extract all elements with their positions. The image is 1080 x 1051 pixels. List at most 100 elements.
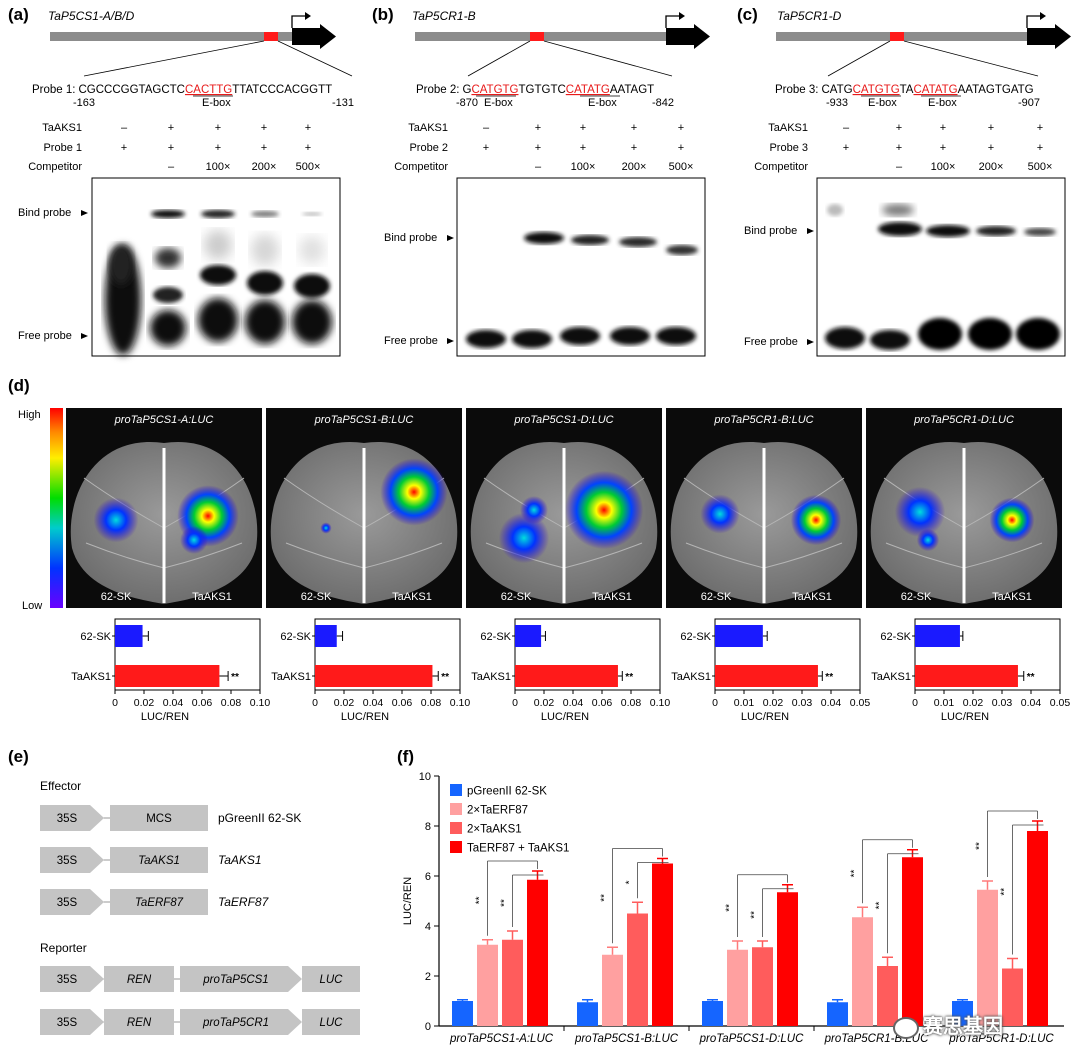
panel-a-gene-name: TaP5CS1-A/B/D [48,9,135,23]
x-tick-label: 0 [112,697,118,709]
svg-text:Free probe: Free probe [744,336,798,348]
bar [527,879,548,1026]
promoter-35s [40,847,104,873]
leaf-title: proTaP5CR1-D:LUC [913,414,1014,426]
panel-d-letter: (d) [8,376,30,395]
panel-e-letter: (e) [8,747,29,766]
tss-arrow [291,15,305,28]
luc-box-label: LUC [319,1017,343,1029]
svg-text:-933: -933 [826,97,848,109]
leaf-right-label: TaAKS1 [792,591,832,603]
category-label: 62-SK [880,631,911,643]
x-tick-label: 0.08 [621,697,642,709]
significance-mark: ** [1000,888,1011,896]
leaf-right-label: TaAKS1 [392,591,432,603]
svg-text:Probe 3: Probe 3 [769,142,808,154]
lane-value: + [896,142,902,154]
y-tick-label: 0 [425,1021,431,1033]
promoter-bar [50,32,295,41]
promoter-35s [40,805,104,831]
leaf-left-label: 62-SK [701,591,732,603]
category-label: 62-SK [280,631,311,643]
x-axis-label: LUC/REN [341,711,389,723]
reporter-construct: 35S REN proTaP5CR1 LUC [40,1009,360,1035]
bar [627,913,648,1026]
row-label: Probe 1 [43,142,82,154]
y-tick-label: 6 [425,871,431,883]
x-tick-label: 0.05 [850,697,871,709]
luminescence-spot [380,458,448,526]
significance-mark: ** [500,899,511,907]
lane-value: + [483,142,489,154]
luminescence-spot [93,497,139,543]
category-label: TaAKS1 [471,671,511,683]
luc-ren-chart: 62-SK TaAKS1 ** 0 0.02 0.04 0.06 0.08 0.10 LUC/RE… [271,618,470,723]
lane-value: + [215,142,221,154]
svg-text:Competitor: Competitor [754,161,808,173]
panel-b: (b) TaP5CR1-B Probe 2: GCATGTGTGTGTCCATAT… [372,5,710,357]
x-tick-label: 0.01 [734,697,755,709]
category-label: 62-SK [680,631,711,643]
lane-value: – [121,122,128,134]
x-tick-label: 0.03 [792,697,813,709]
leaf-divider [562,448,566,603]
probe-site [264,32,278,41]
bar [715,625,763,647]
bar [852,917,873,1026]
luc-box [302,966,360,992]
bar [115,665,220,687]
bar [977,889,998,1026]
lane-value: + [1037,122,1043,134]
significance-mark: * [625,880,636,884]
bar [902,857,923,1026]
svg-text:TaAKS1: TaAKS1 [768,122,808,134]
gel-bands [105,210,332,355]
bar [915,665,1018,687]
significance-mark: ** [850,870,861,878]
y-tick-label: 4 [425,921,431,933]
promoter-35s [40,1009,104,1035]
lane-value: + [940,122,946,134]
luminescence-spot [498,512,550,564]
effector-name: pGreenII 62-SK [218,811,301,825]
coding-box-label: MCS [146,813,172,825]
lane-value: + [168,122,174,134]
bar [827,1002,848,1026]
bar [777,892,798,1026]
legend-swatch [450,803,462,815]
lane-value: 200× [252,161,277,173]
significance-mark: ** [1027,672,1035,683]
legend-entry: 2×TaERF87 [467,805,528,817]
bar [727,949,748,1026]
reporter-construct: 35S REN proTaP5CS1 LUC [40,966,360,992]
x-tick-label: 0 [512,697,518,709]
luminescence-spot [894,486,946,538]
watermark-text: 赛思基因 [923,1014,1003,1038]
lane-value: + [1037,142,1043,154]
lane-value: + [535,122,541,134]
leaf-title: proTaP5CS1-D:LUC [513,414,613,426]
lane-value: + [261,142,267,154]
x-tick-label: 0.06 [392,697,413,709]
promoter-35s-label: 35S [57,974,78,986]
lane-value: + [678,142,684,154]
bar-group: ***proTaP5CS1-B:LUC [563,848,679,1045]
promoter-35s [40,966,104,992]
leaf-image: proTaP5CS1-D:LUC 62-SK TaAKS1 [466,408,662,608]
lane-markers: – + + + + + + + + + – 100× 200× 500× [121,122,321,173]
lane-value: + [988,122,994,134]
ren-box [104,966,174,992]
x-tick-label: 0.02 [334,697,355,709]
promoter-35s-label: 35S [57,813,78,825]
panel-f-letter: (f) [397,747,414,766]
watermark: 赛思基因 [893,1010,1003,1039]
lane-value: + [535,142,541,154]
chart-frame [714,618,861,691]
lane-value: – [483,122,490,134]
probe-1-end: -131 [332,97,354,109]
leaf-right-label: TaAKS1 [992,591,1032,603]
chart-frame [914,618,1061,691]
promoter-35s-label: 35S [57,897,78,909]
svg-text:E-box: E-box [588,97,617,109]
